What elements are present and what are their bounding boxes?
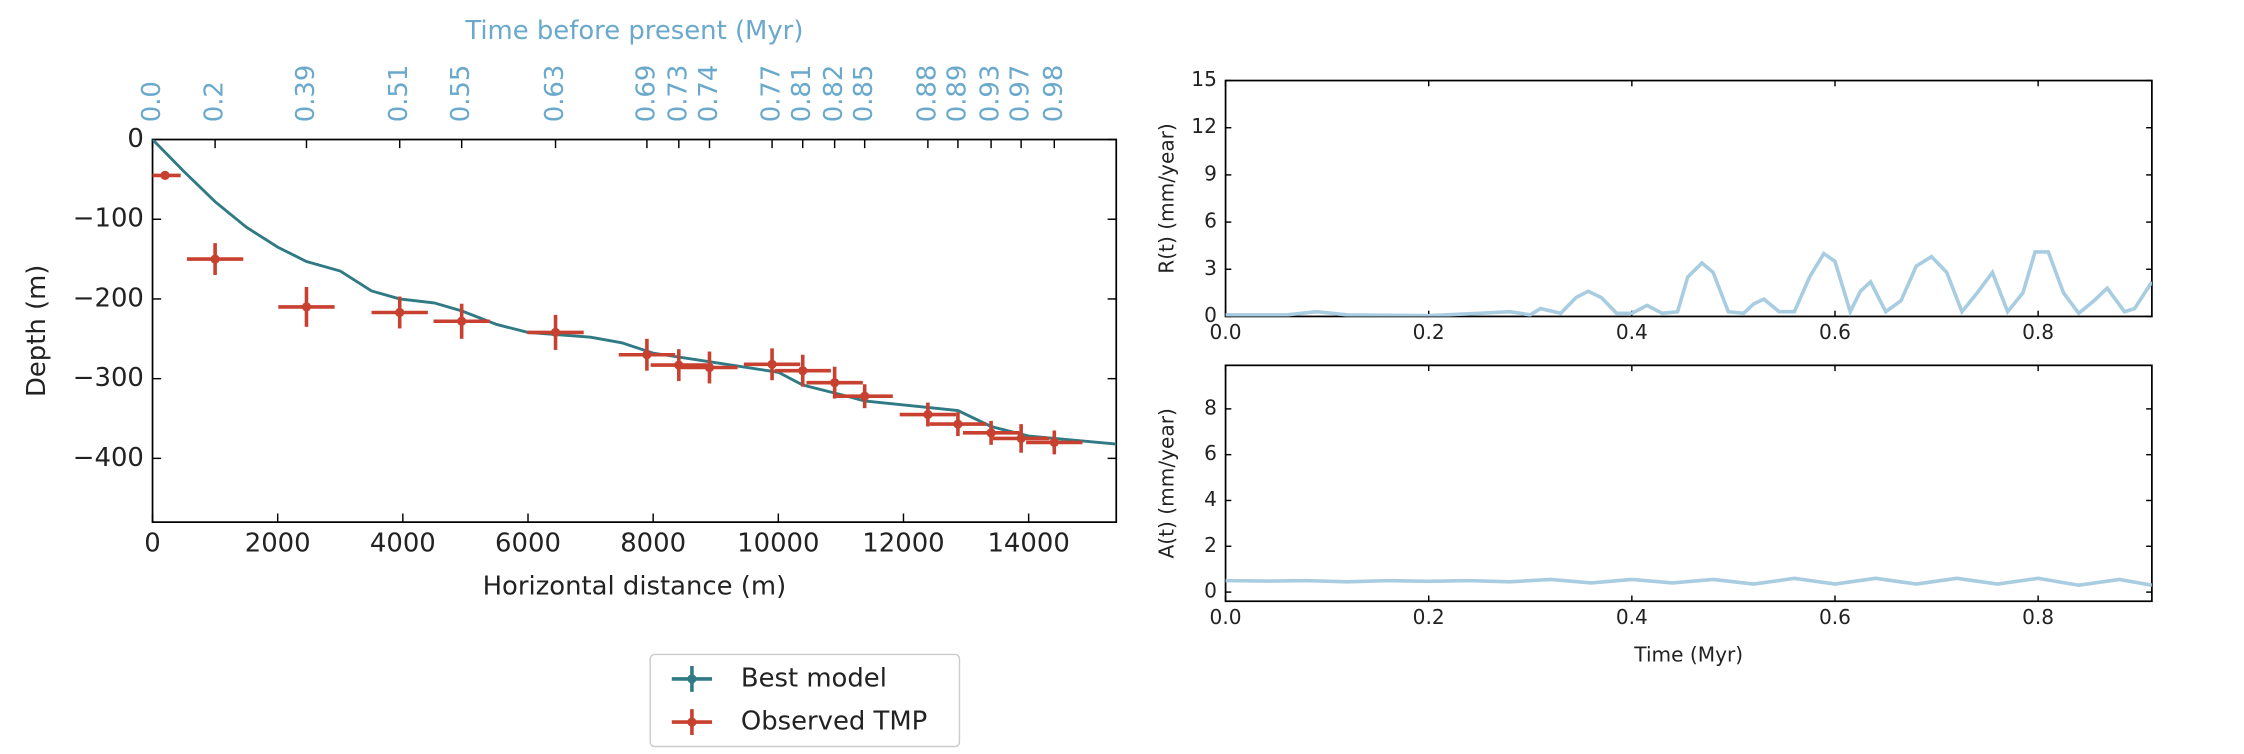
x-tick-label: 4000 <box>370 529 436 559</box>
x2-tick-label: 0.74 <box>694 65 724 123</box>
y-axis-label: Depth (m) <box>22 265 52 397</box>
x-tick-label: 10000 <box>737 529 819 559</box>
x-tick-label: 0.6 <box>1819 320 1851 344</box>
chart: 0.0 0.2 0.4 0.6 0.8 0 3 6 9 12 15 R(t) (mm/year) <box>1155 67 2153 344</box>
plot-area <box>152 139 1117 455</box>
point <box>1016 433 1026 444</box>
data-line <box>1225 576 2152 588</box>
y-tick-label: 8 <box>1204 395 1217 419</box>
x2-tick-label: 0.73 <box>663 65 693 123</box>
x-axis-label: Horizontal distance (m) <box>483 571 787 601</box>
x-tick-label: 12000 <box>862 529 944 559</box>
x-tick-label: 0.4 <box>1616 320 1648 344</box>
y-tick-label: 6 <box>1204 441 1217 465</box>
point <box>674 360 684 370</box>
y-tick-label: −200 <box>73 283 144 313</box>
legend: Best model Observed TMP <box>649 653 961 748</box>
x2-tick-label: 0.93 <box>976 65 1006 123</box>
x-tick-label: 0.4 <box>1616 605 1648 629</box>
point <box>798 366 808 376</box>
x2-tick-label: 0.98 <box>1039 65 1069 123</box>
y-tick-label: −300 <box>73 363 144 393</box>
x2-tick-label: 0.81 <box>787 65 817 123</box>
y-tick-label: 0 <box>1204 579 1217 603</box>
point <box>767 359 777 369</box>
x2-axis-label: Time before present (Myr) <box>464 16 803 46</box>
x2-tick-label: 0.55 <box>446 65 476 123</box>
x2-tick-label: 0.89 <box>942 65 972 123</box>
x2-tick-label: 0.88 <box>912 65 942 123</box>
point <box>953 419 963 429</box>
point <box>1049 437 1059 448</box>
y-tick-label: 6 <box>1204 209 1217 233</box>
y-tick-label: 0 <box>127 124 143 154</box>
plot-frame <box>1224 364 2153 603</box>
y-tick-label: −100 <box>73 204 144 234</box>
x-axis-label: Time (Myr) <box>1633 642 1743 666</box>
y-tick-label: 4 <box>1204 487 1217 511</box>
x2-tick-label: 0.51 <box>384 65 414 123</box>
x2-tick-label: 0.85 <box>849 65 879 123</box>
x-tick-label: 0.0 <box>1210 320 1242 344</box>
plot-area <box>1225 576 2152 588</box>
point <box>923 409 933 420</box>
x-tick-label: 6000 <box>495 529 561 559</box>
legend-swatch <box>687 717 697 727</box>
y-tick-label: 15 <box>1191 67 1217 91</box>
x-tick-label: 14000 <box>987 529 1069 559</box>
legend-frame <box>649 653 961 748</box>
x-tick-label: 0 <box>144 529 160 559</box>
y-tick-label: 9 <box>1204 161 1217 185</box>
point <box>704 362 715 373</box>
y-tick-label: −400 <box>73 443 144 473</box>
data-line <box>1225 250 2152 317</box>
x-tick-label: 0.8 <box>2022 605 2054 629</box>
x-tick-label: 0.2 <box>1413 605 1445 629</box>
point <box>395 307 405 318</box>
x-tick-label: 2000 <box>245 529 311 559</box>
x2-tick-label: 0.2 <box>200 81 230 122</box>
legend-label: Observed TMP <box>741 707 927 737</box>
point <box>860 391 870 401</box>
x-tick-label: 0.8 <box>2022 320 2054 344</box>
point <box>301 302 312 312</box>
x-tick-label: 8000 <box>620 529 686 559</box>
x2-tick-label: 0.77 <box>757 65 787 123</box>
plot-area <box>1225 250 2152 317</box>
y-tick-label: 3 <box>1204 256 1217 280</box>
point <box>830 378 840 388</box>
point <box>210 254 220 264</box>
legend-label: Best model <box>741 663 887 693</box>
x-tick-label: 0.6 <box>1819 605 1851 629</box>
y-tick-label: 0 <box>1204 303 1217 327</box>
x2-tick-label: 0.97 <box>1006 65 1036 123</box>
x-tick-label: 0.2 <box>1413 320 1445 344</box>
x-tick-label: 0.0 <box>1210 605 1242 629</box>
x2-tick-label: 0.69 <box>631 65 661 123</box>
point <box>642 350 652 360</box>
point <box>986 428 996 438</box>
y-axis-label: A(t) (mm/year) <box>1155 408 1179 558</box>
model-line <box>152 139 1117 446</box>
plot-frame <box>151 138 1118 523</box>
point <box>160 170 170 180</box>
chart: 0 2000 4000 6000 8000 10000 12000 14000 −400 −300… <box>22 16 1118 748</box>
x2-tick-label: 0.63 <box>540 65 570 123</box>
y-axis-label: R(t) (mm/year) <box>1155 123 1179 274</box>
plot-frame <box>1224 79 2153 318</box>
y-tick-label: 12 <box>1191 114 1217 138</box>
y-tick-label: 2 <box>1204 533 1217 557</box>
chart: 0.0 0.2 0.4 0.6 0.8 0 2 4 6 8 Time (Myr) A(t) (mm/y… <box>1155 364 2153 666</box>
x2-tick-label: 0.0 <box>137 81 167 122</box>
x2-tick-label: 0.39 <box>291 65 321 123</box>
legend-swatch <box>687 674 697 684</box>
point <box>550 327 561 338</box>
point <box>457 316 467 326</box>
x2-tick-label: 0.82 <box>819 65 849 123</box>
